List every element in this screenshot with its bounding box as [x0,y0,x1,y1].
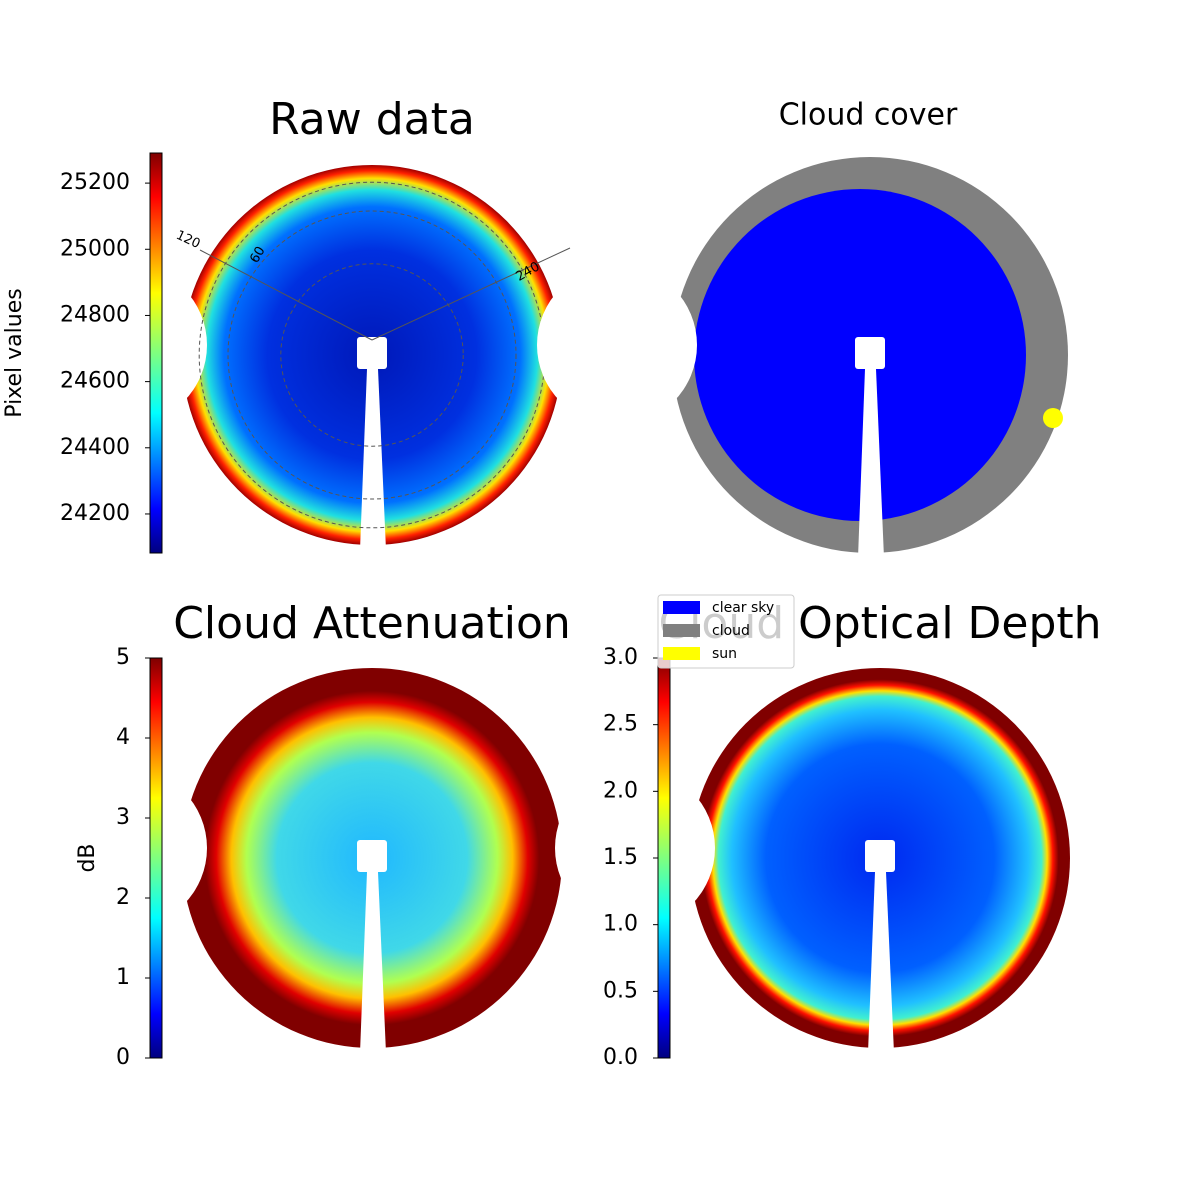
camera-arm [360,872,386,1053]
image-cutout [555,768,715,928]
colorbar-tick-label: 0.0 [603,1045,638,1070]
colorbar-tick-label: 1.0 [603,912,638,937]
colorbar-tick-label: 2 [116,885,130,910]
colorbar-tick-label: 1.5 [603,845,638,870]
legend-swatch [663,601,700,614]
colorbar [149,657,163,1059]
legend-label: sun [712,646,737,662]
image-cutout [47,768,207,928]
colorbar-tick-label: 25200 [60,170,130,195]
polar-grid [227,210,517,500]
polar-spoke [199,249,373,341]
camera-mount [357,337,387,369]
colorbar [149,152,163,554]
colorbar [657,657,671,1059]
colorbar-tick-label: 24600 [60,369,130,394]
legend-swatch [663,647,700,660]
colorbar-tick-label: 24400 [60,435,130,460]
colorbar-tick-label: 2.0 [603,778,638,803]
camera-arm [360,369,386,550]
polar-grid [280,263,464,447]
camera-mount [357,840,387,872]
colorbar-tick-label: 3 [116,805,130,830]
panel-title: Cloud cover [779,98,958,133]
panel-title: Raw data [269,94,475,145]
legend-swatch [663,624,700,637]
colorbar-tick-label: 4 [116,725,130,750]
colorbar-tick-label: 2.5 [603,712,638,737]
camera-mount [865,840,895,872]
polar-label: 60 [247,244,268,266]
colorbar-tick-label: 0 [116,1045,130,1070]
colorbar-tick-label: 5 [116,645,130,670]
image-cutout [537,265,697,425]
colorbar-tick-label: 0.5 [603,978,638,1003]
colorbar-tick-label: 24800 [60,302,130,327]
panel-title: Cloud Attenuation [173,598,571,649]
colorbar-label: Pixel values [2,288,27,417]
camera-arm [858,369,884,558]
colorbar-tick-label: 24200 [60,501,130,526]
sun [1043,408,1063,428]
legend-label: cloud [712,623,750,639]
image-cutout [47,265,207,425]
polar-spoke [371,247,571,341]
colorbar-tick-label: 1 [116,965,130,990]
polar-label: 120 [174,228,203,252]
camera-mount [855,337,885,369]
camera-arm [868,872,894,1053]
legend-label: clear sky [712,600,774,616]
panels: 120 60 2 4 0 24200 24400 24600 24800 25000 25200 Pi… [2,94,1102,1070]
colorbar-tick-label: 25000 [60,236,130,261]
colorbar-tick-label: 3.0 [603,645,638,670]
colorbar-label: dB [75,843,100,872]
